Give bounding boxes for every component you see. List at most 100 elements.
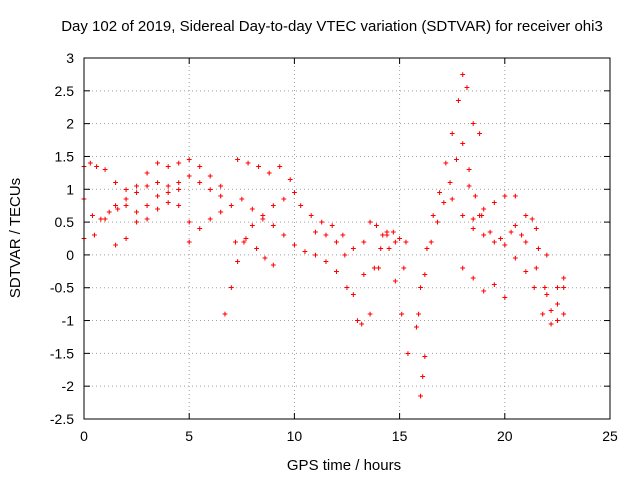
data-point: + [471, 225, 477, 235]
data-point: + [361, 271, 367, 281]
data-point: + [260, 212, 266, 222]
data-point: + [508, 228, 514, 238]
data-point: + [176, 179, 182, 189]
series-track-p: + + + + + + + + + + + + [449, 195, 567, 310]
data-point: + [481, 287, 487, 297]
data-point: + [513, 192, 519, 202]
data-point: + [428, 238, 434, 248]
data-point: + [208, 172, 214, 182]
data-point: + [487, 228, 493, 238]
series-track-q: +++++ + [466, 182, 525, 245]
x-tick-label: 5 [185, 428, 193, 444]
data-point: + [449, 129, 455, 139]
data-point: + [384, 228, 390, 238]
data-point: + [218, 182, 224, 192]
y-tick-label: 0 [66, 247, 74, 263]
data-point: + [165, 182, 171, 192]
data-point: + [243, 235, 249, 245]
data-point: + [330, 221, 336, 231]
y-tick-label: 1.5 [55, 148, 75, 164]
data-point: + [165, 189, 171, 199]
data-point: + [540, 310, 546, 320]
data-point: + [186, 238, 192, 248]
data-point: + [197, 225, 203, 235]
data-point: + [422, 271, 428, 281]
chart-title: Day 102 of 2019, Sidereal Day-to-day VTE… [61, 18, 603, 35]
data-point: + [165, 162, 171, 172]
x-axis-title: GPS time / hours [287, 457, 401, 474]
data-point: + [403, 238, 409, 248]
data-point: + [262, 254, 268, 264]
data-point: + [555, 317, 561, 327]
data-point: + [561, 274, 567, 284]
data-point: + [460, 212, 466, 222]
data-point: + [134, 182, 140, 192]
data-point: + [359, 320, 365, 330]
data-point: + [393, 277, 399, 287]
data-point: + [477, 129, 483, 139]
series-track-e: ++++++++++++ +++++ [186, 195, 360, 326]
series-track-b: ++ ++ + +++ + + +++++ [81, 172, 224, 225]
data-point: + [323, 231, 329, 241]
x-tick-label: 0 [80, 428, 88, 444]
data-point: + [351, 290, 357, 300]
data-point: + [492, 280, 498, 290]
data-point: + [235, 156, 241, 166]
data-point: + [548, 307, 554, 317]
data-point: + [123, 235, 129, 245]
data-point: + [399, 310, 405, 320]
data-point: + [523, 267, 529, 277]
data-point: + [155, 205, 161, 215]
data-point: + [123, 202, 129, 212]
data-point: + [471, 120, 477, 130]
data-point: + [378, 244, 384, 254]
data-point: + [529, 215, 535, 225]
data-point: + [144, 182, 150, 192]
data-point: + [424, 244, 430, 254]
series-track-m: +++++++++++ [416, 139, 485, 320]
data-point: + [271, 261, 277, 271]
data-point: + [165, 198, 171, 208]
data-point: + [281, 231, 287, 241]
data-point: + [401, 264, 407, 274]
data-point: + [218, 208, 224, 218]
data-point: + [544, 290, 550, 300]
x-tick-label: 25 [602, 428, 618, 444]
data-point: + [92, 231, 98, 241]
data-point: + [292, 241, 298, 251]
series-track-d: +++++ + + [113, 185, 182, 251]
data-point: + [208, 215, 214, 225]
data-point: + [449, 195, 455, 205]
data-point: + [471, 274, 477, 284]
data-point: + [534, 264, 540, 274]
plot-frame [83, 57, 611, 420]
data-point: + [443, 159, 449, 169]
series-track-r: ++++++++++ ++ [460, 254, 567, 330]
y-tick-label: 3 [66, 50, 74, 66]
y-tick-label: 1 [66, 181, 74, 197]
data-point: + [197, 179, 203, 189]
data-point: + [340, 231, 346, 241]
data-point: + [344, 284, 350, 294]
data-point: + [266, 169, 272, 179]
data-point: + [561, 310, 567, 320]
data-point: + [367, 218, 373, 228]
data-point: + [176, 185, 182, 195]
y-tick-label: 2.5 [55, 83, 75, 99]
axis-ticks: 0 5 10 15 20 25 3 2.5 2 1.5 1 0.5 0 -0.5 -1 -1.5 -2 -2.5 [50, 50, 618, 444]
series-track-j: ++ ++++++ [361, 218, 411, 359]
data-point: + [229, 284, 235, 294]
y-tick-label: 0.5 [55, 214, 75, 230]
data-point: + [186, 156, 192, 166]
data-point: + [342, 251, 348, 261]
data-point: + [208, 185, 214, 195]
data-point: + [281, 195, 287, 205]
series-track-o: + + + + + + + + + + [471, 192, 567, 294]
grid [84, 58, 610, 419]
data-point: + [90, 212, 96, 222]
data-point: + [492, 198, 498, 208]
data-point: + [313, 228, 319, 238]
data-point: + [155, 192, 161, 202]
data-point: + [229, 202, 235, 212]
data-point: + [323, 257, 329, 267]
